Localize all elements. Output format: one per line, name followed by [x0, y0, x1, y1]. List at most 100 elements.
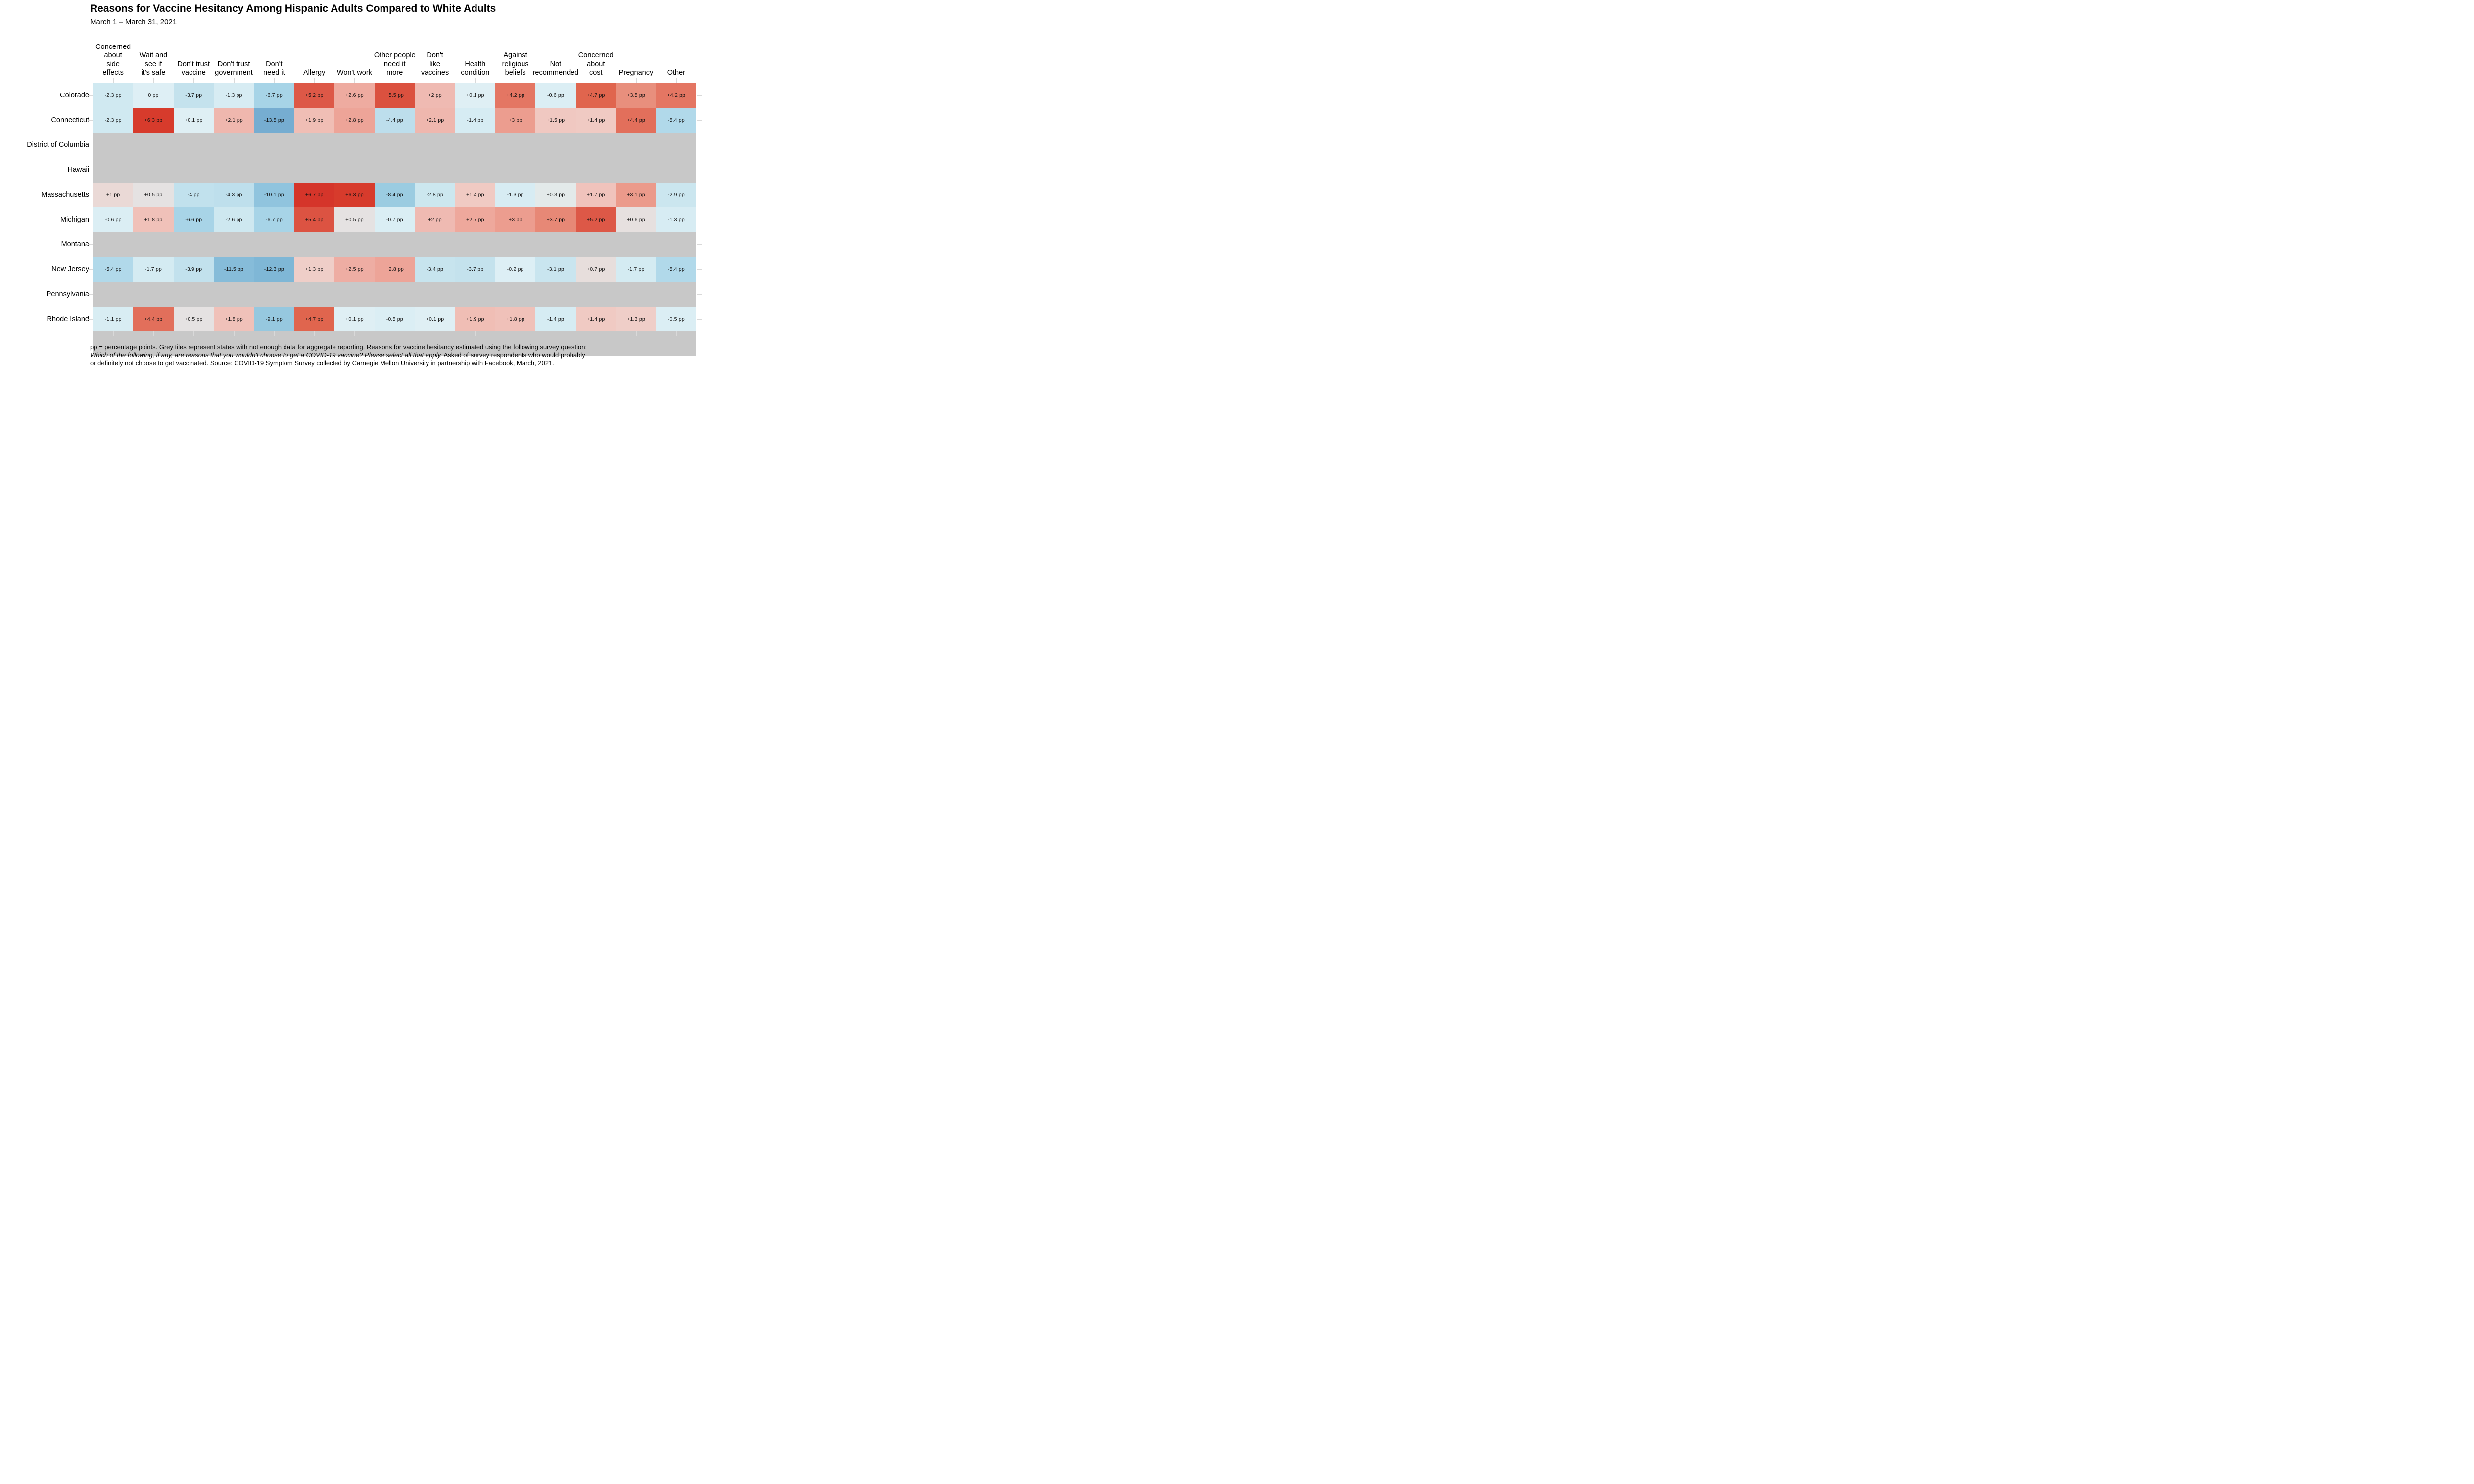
heatmap-cell: +0.1 pp — [455, 83, 495, 108]
heatmap-cell: +4.2 pp — [656, 83, 697, 108]
heatmap-cell: +3 pp — [495, 207, 536, 232]
heatmap-cell-no-data — [254, 232, 294, 257]
bottom-axis-tick — [636, 331, 637, 336]
cell-value: -6.7 pp — [265, 92, 283, 98]
row-label: Hawaii — [67, 166, 89, 174]
top-axis-tick — [314, 78, 315, 83]
heatmap-cell: +2.8 pp — [375, 257, 415, 282]
heatmap-cell-no-data — [334, 232, 375, 257]
cell-value: -0.5 pp — [667, 316, 685, 322]
bottom-axis-tick — [676, 331, 677, 336]
heatmap-cell: -3.9 pp — [173, 257, 214, 282]
heatmap-cell-no-data — [495, 157, 536, 183]
heatmap-cell: +6.3 pp — [334, 182, 375, 207]
cell-value: +0.6 pp — [627, 216, 645, 223]
top-axis-tick — [193, 78, 194, 83]
heatmap-cell: +5.2 pp — [575, 207, 616, 232]
cell-value: +5.5 pp — [385, 92, 404, 98]
cell-value: -2.9 pp — [667, 191, 685, 198]
heatmap-cell-no-data — [575, 157, 616, 183]
heatmap-cell: -2.3 pp — [93, 107, 134, 133]
cell-value: +2.1 pp — [225, 117, 243, 123]
heatmap-cell: -3.4 pp — [415, 257, 455, 282]
heatmap-cell-no-data — [656, 331, 697, 357]
heatmap-cell-no-data — [575, 232, 616, 257]
cell-value: +1.5 pp — [546, 117, 565, 123]
heatmap-cell-no-data — [173, 232, 214, 257]
bottom-axis-tick — [193, 331, 194, 336]
heatmap-cell-no-data — [334, 157, 375, 183]
heatmap-cell-no-data — [575, 133, 616, 158]
cell-value: -0.6 pp — [104, 216, 122, 223]
cell-value: +1.3 pp — [305, 266, 324, 273]
cell-value: +2.6 pp — [345, 92, 364, 98]
cell-value: -4 pp — [187, 191, 200, 198]
cell-value: -4.4 pp — [386, 117, 403, 123]
row-label: Pennsylvania — [46, 290, 89, 298]
column-header: Health condition — [461, 60, 490, 77]
cell-value: -5.4 pp — [667, 117, 685, 123]
heatmap-cell-no-data — [415, 331, 455, 357]
cell-value: -6.6 pp — [185, 216, 202, 223]
cell-value: -1.3 pp — [507, 191, 524, 198]
heatmap-cell: -8.4 pp — [375, 182, 415, 207]
heatmap-cell-no-data — [375, 331, 415, 357]
heatmap-cell: -6.7 pp — [254, 207, 294, 232]
cell-value: -1.1 pp — [104, 316, 122, 322]
heatmap-cell-no-data — [254, 133, 294, 158]
column-header: Pregnancy — [618, 69, 654, 77]
heatmap-cell-no-data — [93, 281, 134, 307]
heatmap-cell: +1.7 pp — [575, 182, 616, 207]
row-label: Massachusetts — [41, 190, 89, 199]
cell-value: +1.9 pp — [305, 117, 324, 123]
heatmap-cell: +1.9 pp — [294, 107, 334, 133]
cell-value: +0.1 pp — [184, 117, 203, 123]
heatmap-cell: +1.3 pp — [616, 306, 657, 331]
heatmap-cell: +1.4 pp — [575, 107, 616, 133]
cell-value: +1.8 pp — [225, 316, 243, 322]
heatmap-cell-no-data — [213, 157, 254, 183]
cell-value: -1.4 pp — [467, 117, 484, 123]
heatmap-cell: -12.3 pp — [254, 257, 294, 282]
cell-value: 0 pp — [148, 92, 159, 98]
heatmap-cell: +1.9 pp — [455, 306, 495, 331]
right-axis-tick — [696, 244, 702, 245]
cell-value: -5.4 pp — [667, 266, 685, 273]
cell-value: -1.4 pp — [547, 316, 564, 322]
heatmap-cell-no-data — [294, 133, 334, 158]
heatmap-cell-no-data — [656, 133, 697, 158]
cell-value: +5.4 pp — [305, 216, 324, 223]
heatmap-cell: -6.6 pp — [173, 207, 214, 232]
heatmap-cell: -5.4 pp — [93, 257, 134, 282]
cell-value: +1.9 pp — [466, 316, 484, 322]
heatmap-cell-no-data — [616, 133, 657, 158]
top-axis-tick — [475, 78, 476, 83]
column-header: Not recommended — [532, 60, 579, 77]
row-label: Montana — [61, 240, 89, 249]
heatmap-cell: -0.5 pp — [375, 306, 415, 331]
heatmap-cell: +5.5 pp — [375, 83, 415, 108]
heatmap-cell: +3.5 pp — [616, 83, 657, 108]
heatmap-cell: -1.3 pp — [213, 83, 254, 108]
heatmap-cell-no-data — [455, 232, 495, 257]
cell-value: -13.5 pp — [264, 117, 284, 123]
heatmap-cell-no-data — [334, 281, 375, 307]
heatmap-cell-no-data — [616, 157, 657, 183]
heatmap-cell-no-data — [575, 331, 616, 357]
heatmap-cell: +2.6 pp — [334, 83, 375, 108]
heatmap-cell-no-data — [375, 281, 415, 307]
row-label: Rhode Island — [47, 315, 89, 323]
heatmap-cell: +1.4 pp — [575, 306, 616, 331]
cell-value: +6.3 pp — [144, 117, 163, 123]
top-axis-tick — [274, 78, 275, 83]
heatmap-cell: -10.1 pp — [254, 182, 294, 207]
cell-value: +1.4 pp — [586, 316, 605, 322]
cell-value: -1.7 pp — [144, 266, 162, 273]
heatmap-cell: +2.5 pp — [334, 257, 375, 282]
heatmap-cell: -4 pp — [173, 182, 214, 207]
bottom-axis-tick — [113, 331, 114, 336]
heatmap-cell: -1.7 pp — [616, 257, 657, 282]
row-label: Connecticut — [51, 116, 89, 124]
heatmap-cell-no-data — [495, 232, 536, 257]
cell-value: -0.6 pp — [547, 92, 564, 98]
